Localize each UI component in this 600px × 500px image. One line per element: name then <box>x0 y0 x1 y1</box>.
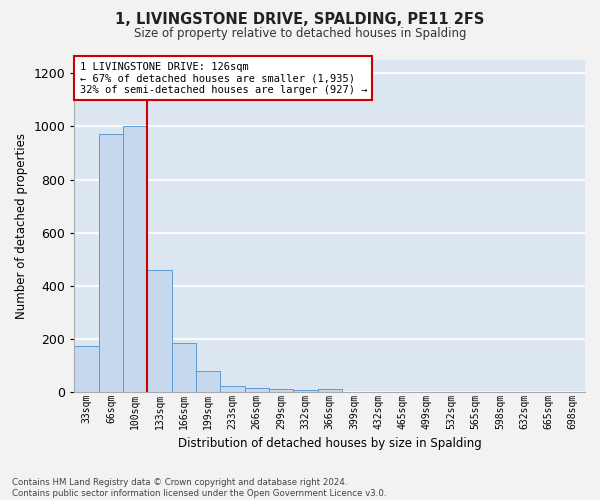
Bar <box>74 346 99 392</box>
Bar <box>269 390 293 392</box>
Bar <box>123 126 148 392</box>
Bar <box>172 343 196 392</box>
Bar <box>293 390 317 392</box>
Bar <box>148 270 172 392</box>
Text: 1 LIVINGSTONE DRIVE: 126sqm
← 67% of detached houses are smaller (1,935)
32% of : 1 LIVINGSTONE DRIVE: 126sqm ← 67% of det… <box>80 62 367 95</box>
Text: Size of property relative to detached houses in Spalding: Size of property relative to detached ho… <box>134 28 466 40</box>
Text: Contains HM Land Registry data © Crown copyright and database right 2024.
Contai: Contains HM Land Registry data © Crown c… <box>12 478 386 498</box>
Bar <box>196 371 220 392</box>
Bar <box>245 388 269 392</box>
Text: 1, LIVINGSTONE DRIVE, SPALDING, PE11 2FS: 1, LIVINGSTONE DRIVE, SPALDING, PE11 2FS <box>115 12 485 28</box>
Bar <box>99 134 123 392</box>
Y-axis label: Number of detached properties: Number of detached properties <box>15 133 28 319</box>
Bar <box>317 390 342 392</box>
X-axis label: Distribution of detached houses by size in Spalding: Distribution of detached houses by size … <box>178 437 482 450</box>
Bar <box>220 386 245 392</box>
